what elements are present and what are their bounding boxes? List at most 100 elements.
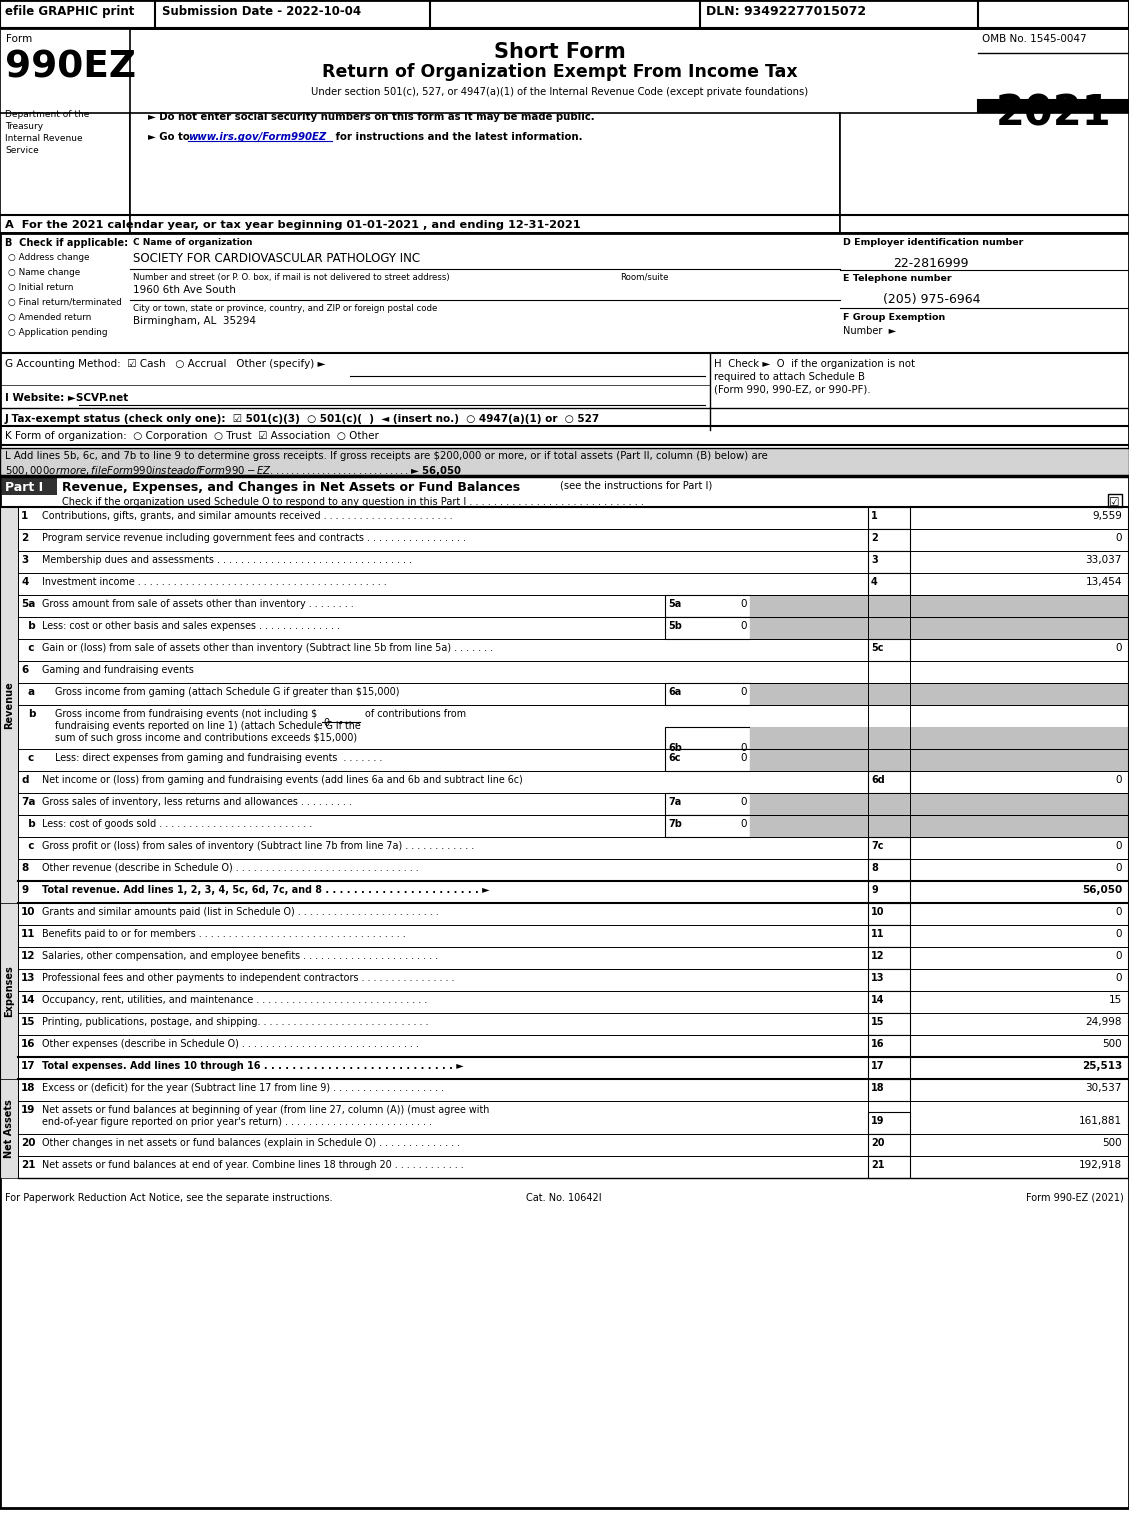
Bar (868, 506, 910, 529)
Text: F Group Exemption: F Group Exemption (843, 313, 945, 322)
Text: 19: 19 (870, 1116, 884, 1125)
Text: 10: 10 (870, 907, 884, 917)
Text: 7c: 7c (870, 840, 884, 851)
Text: Gross income from gaming (attach Schedule G if greater than $15,000): Gross income from gaming (attach Schedul… (55, 686, 400, 697)
Bar (0, 0, 1129, 27)
Text: 15: 15 (21, 1017, 35, 1026)
Text: 16: 16 (21, 1039, 35, 1049)
Text: Revenue: Revenue (5, 682, 14, 729)
Text: Open to: Open to (1019, 130, 1088, 145)
Text: Contributions, gifts, grants, and similar amounts received . . . . . . . . . . .: Contributions, gifts, grants, and simila… (42, 511, 453, 522)
Text: Gross amount from sale of assets other than inventory . . . . . . . .: Gross amount from sale of assets other t… (42, 599, 353, 608)
Text: c: c (21, 840, 35, 851)
Text: ○ Amended return: ○ Amended return (8, 313, 91, 322)
Text: c: c (21, 644, 35, 653)
Text: 25,513: 25,513 (1082, 1061, 1122, 1071)
Text: Other revenue (describe in Schedule O) . . . . . . . . . . . . . . . . . . . . .: Other revenue (describe in Schedule O) .… (42, 863, 419, 872)
Text: 0: 0 (1115, 929, 1122, 939)
Text: Revenue, Expenses, and Changes in Net Assets or Fund Balances: Revenue, Expenses, and Changes in Net As… (62, 480, 520, 494)
Text: c: c (28, 753, 34, 762)
Text: ○ Final return/terminated: ○ Final return/terminated (8, 297, 122, 307)
Text: B  Check if applicable:: B Check if applicable: (5, 238, 128, 249)
Text: 500: 500 (1102, 1138, 1122, 1148)
Text: 5a: 5a (668, 599, 681, 608)
Text: fundraising events reported on line 1) (attach Schedule G if the: fundraising events reported on line 1) (… (55, 721, 361, 730)
Text: 15: 15 (1109, 994, 1122, 1005)
Bar (665, 683, 750, 705)
Text: Submission Date - 2022-10-04: Submission Date - 2022-10-04 (161, 5, 361, 18)
Text: Form 990-EZ (2021): Form 990-EZ (2021) (1026, 1193, 1124, 1203)
Bar (868, 639, 910, 660)
Text: I Website: ►SCVP.net: I Website: ►SCVP.net (5, 393, 129, 403)
Text: ○ Address change: ○ Address change (8, 253, 89, 262)
Text: Grants and similar amounts paid (list in Schedule O) . . . . . . . . . . . . . .: Grants and similar amounts paid (list in… (42, 907, 439, 917)
Text: 7a: 7a (21, 798, 35, 807)
Bar (665, 793, 750, 814)
Text: ○ Initial return: ○ Initial return (8, 284, 73, 291)
Bar (868, 772, 910, 793)
Text: for instructions and the latest information.: for instructions and the latest informat… (332, 133, 583, 142)
Text: 0: 0 (1115, 863, 1122, 872)
Text: C Name of organization: C Name of organization (133, 238, 253, 247)
Text: ☑: ☑ (1109, 496, 1120, 509)
Bar (1108, 494, 1122, 506)
Bar (750, 793, 1129, 814)
Text: Gain or (loss) from sale of assets other than inventory (Subtract line 5b from l: Gain or (loss) from sale of assets other… (42, 644, 493, 653)
Bar (750, 618, 1129, 639)
Bar (868, 991, 910, 1013)
Bar (0, 27, 130, 215)
Text: 0: 0 (1115, 775, 1122, 785)
Text: J Tax-exempt status (check only one):  ☑ 501(c)(3)  ○ 501(c)(  )  ◄ (insert no.): J Tax-exempt status (check only one): ☑ … (5, 413, 601, 424)
Text: 33,037: 33,037 (1086, 555, 1122, 564)
Bar (868, 1112, 910, 1135)
Bar (750, 683, 1129, 705)
Text: Net assets or fund balances at end of year. Combine lines 18 through 20 . . . . : Net assets or fund balances at end of ye… (42, 1161, 464, 1170)
Text: end-of-year figure reported on prior year's return) . . . . . . . . . . . . . . : end-of-year figure reported on prior yea… (42, 1116, 432, 1127)
Text: 3: 3 (870, 555, 877, 564)
Text: 6a: 6a (668, 686, 681, 697)
Text: Public: Public (1027, 152, 1080, 168)
Text: 5c: 5c (870, 644, 884, 653)
Text: Room/suite: Room/suite (620, 273, 668, 282)
Text: Investment income . . . . . . . . . . . . . . . . . . . . . . . . . . . . . . . : Investment income . . . . . . . . . . . … (42, 576, 387, 587)
Text: 7a: 7a (668, 798, 681, 807)
Text: 15: 15 (870, 1017, 884, 1026)
Text: efile GRAPHIC print: efile GRAPHIC print (5, 5, 134, 18)
Bar (840, 113, 1129, 233)
Text: ○ Application pending: ○ Application pending (8, 328, 107, 337)
Bar (750, 814, 1129, 837)
Text: sum of such gross income and contributions exceeds $15,000): sum of such gross income and contributio… (55, 734, 357, 743)
Text: 7b: 7b (668, 819, 682, 830)
Text: 13: 13 (870, 973, 884, 984)
Text: (205) 975-6964: (205) 975-6964 (883, 293, 980, 307)
Text: 9: 9 (21, 884, 28, 895)
Text: Gross sales of inventory, less returns and allowances . . . . . . . . .: Gross sales of inventory, less returns a… (42, 798, 352, 807)
Text: E Telephone number: E Telephone number (843, 274, 952, 284)
Text: 161,881: 161,881 (1079, 1116, 1122, 1125)
Text: 21: 21 (870, 1161, 884, 1170)
Text: ► Do not enter social security numbers on this form as it may be made public.: ► Do not enter social security numbers o… (148, 111, 595, 122)
Text: 2021: 2021 (996, 93, 1112, 136)
Text: Part I: Part I (5, 480, 43, 494)
Bar (0, 448, 1129, 476)
Text: Professional fees and other payments to independent contractors . . . . . . . . : Professional fees and other payments to … (42, 973, 455, 984)
Text: Less: cost of goods sold . . . . . . . . . . . . . . . . . . . . . . . . . .: Less: cost of goods sold . . . . . . . .… (42, 819, 313, 830)
Text: 14: 14 (21, 994, 36, 1005)
Text: For Paperwork Reduction Act Notice, see the separate instructions.: For Paperwork Reduction Act Notice, see … (5, 1193, 333, 1203)
Text: 6d: 6d (870, 775, 885, 785)
Text: Program service revenue including government fees and contracts . . . . . . . . : Program service revenue including govern… (42, 534, 466, 543)
Text: G Accounting Method:  ☑ Cash   ○ Accrual   Other (specify) ►: G Accounting Method: ☑ Cash ○ Accrual Ot… (5, 358, 325, 369)
Text: D Employer identification number: D Employer identification number (843, 238, 1023, 247)
Bar (665, 595, 750, 618)
Bar (868, 947, 910, 968)
Text: 2: 2 (870, 534, 877, 543)
Text: 21: 21 (21, 1161, 35, 1170)
Text: 6: 6 (21, 665, 28, 676)
Text: 13: 13 (21, 973, 35, 984)
Text: L Add lines 5b, 6c, and 7b to line 9 to determine gross receipts. If gross recei: L Add lines 5b, 6c, and 7b to line 9 to … (5, 451, 768, 461)
Text: Salaries, other compensation, and employee benefits . . . . . . . . . . . . . . : Salaries, other compensation, and employ… (42, 952, 438, 961)
Text: 0: 0 (741, 798, 747, 807)
Text: ► Go to: ► Go to (148, 133, 193, 142)
Text: 0: 0 (741, 599, 747, 608)
Text: 19: 19 (21, 1106, 35, 1115)
